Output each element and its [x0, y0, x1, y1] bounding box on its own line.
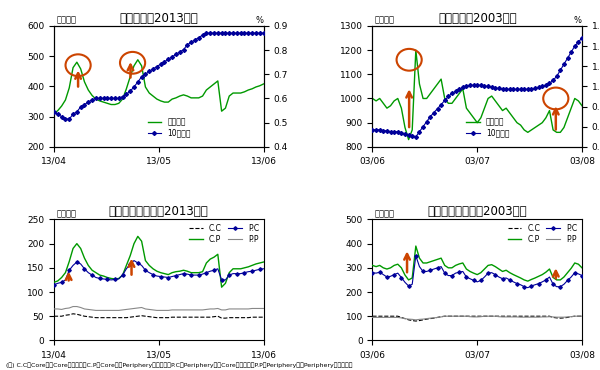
- Text: %: %: [256, 16, 263, 25]
- Title: リンク数（2013年）: リンク数（2013年）: [119, 12, 198, 25]
- Title: リンク数の内訳（2003年）: リンク数の内訳（2003年）: [427, 205, 527, 218]
- Text: リンク数: リンク数: [56, 209, 76, 218]
- Legend: リンク数, 10年金利: リンク数, 10年金利: [463, 114, 512, 141]
- Text: リンク数: リンク数: [374, 209, 395, 218]
- Text: %: %: [574, 16, 582, 25]
- Title: リンク数の内訳（2013年）: リンク数の内訳（2013年）: [109, 205, 209, 218]
- Legend: C.C, C.P, P.C, P.P: C.C, C.P, P.C, P.P: [505, 221, 580, 247]
- Text: リンク数: リンク数: [56, 16, 76, 25]
- Legend: リンク数, 10年金利: リンク数, 10年金利: [145, 114, 194, 141]
- Legend: C.C, C.P, P.C, P.P: C.C, C.P, P.C, P.P: [186, 221, 262, 247]
- Title: リンク数（2003年）: リンク数（2003年）: [438, 12, 517, 25]
- Text: (注) C.CはCoreからCoreへの取引，C.PはCoreからPeripheryへの取引，P.CはPeripheryからCoreへの取引，P.PはPerip: (注) C.CはCoreからCoreへの取引，C.PはCoreからPeriphe…: [6, 363, 353, 368]
- Text: リンク数: リンク数: [374, 16, 395, 25]
